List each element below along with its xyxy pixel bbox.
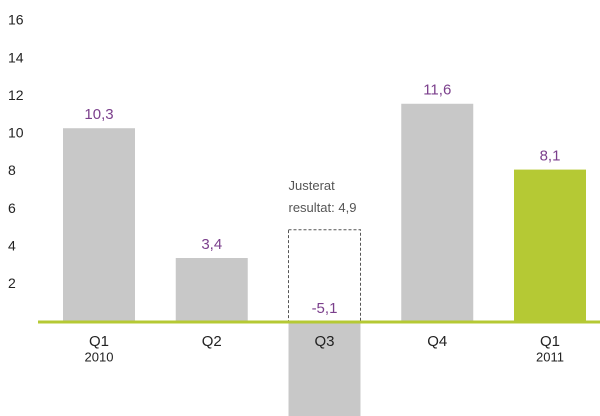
- value-label: -5,1: [312, 300, 338, 317]
- x-tick-sublabel: 2011: [536, 349, 564, 364]
- x-tick-label: Q1: [540, 333, 560, 350]
- bar: [175, 258, 248, 322]
- bar: [514, 169, 586, 322]
- value-label: 11,6: [423, 82, 451, 99]
- y-tick-label: 12: [8, 87, 24, 103]
- y-tick-label: 8: [8, 162, 16, 178]
- bar: [288, 321, 361, 416]
- bar: [63, 128, 135, 322]
- x-tick-label: Q3: [314, 333, 334, 350]
- x-tick-label: Q2: [202, 333, 222, 350]
- x-tick-label: Q1: [89, 333, 109, 350]
- y-tick-label: 16: [8, 12, 24, 28]
- x-tick-sublabel: 2010: [85, 349, 114, 364]
- x-tick-label: Q4: [427, 333, 447, 350]
- y-tick-label: 14: [8, 49, 24, 65]
- y-tick-label: 6: [8, 200, 16, 216]
- y-tick-label: 2: [8, 275, 16, 291]
- value-label: 3,4: [201, 236, 222, 253]
- y-tick-label: 10: [8, 125, 24, 141]
- value-label: 8,1: [540, 148, 561, 165]
- value-label: 10,3: [84, 106, 113, 123]
- annotation-text: Justerat: [289, 178, 336, 193]
- bar: [401, 103, 474, 322]
- annotation-text: resultat: 4,9: [289, 200, 357, 215]
- y-tick-label: 4: [8, 237, 16, 253]
